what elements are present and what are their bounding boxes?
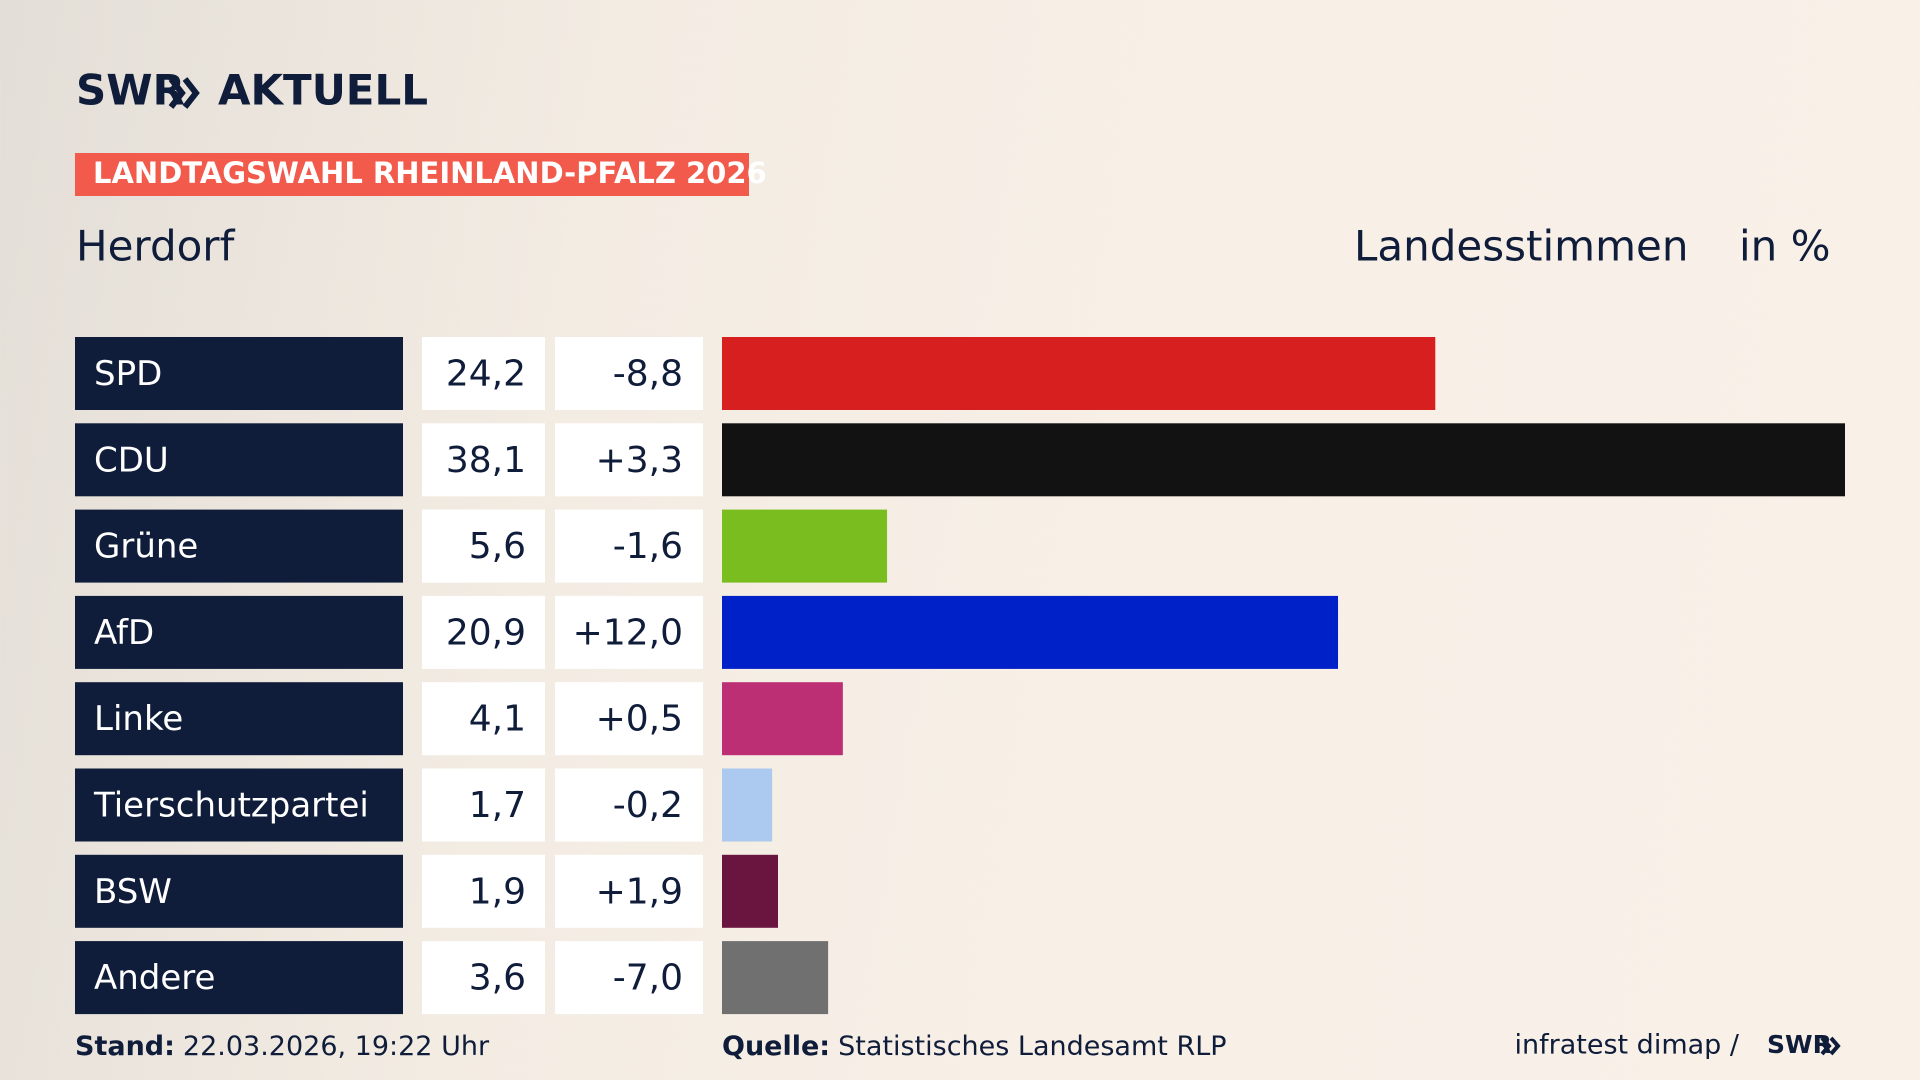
- credit: infratest dimap /: [1514, 1030, 1739, 1061]
- value-label: 20,9: [446, 612, 526, 653]
- change-label: +0,5: [596, 699, 683, 740]
- change-cell: [555, 595, 703, 669]
- value-label: 1,7: [469, 785, 526, 826]
- bar: [722, 768, 773, 842]
- value-label: 5,6: [469, 526, 526, 567]
- value-cell: [422, 595, 545, 669]
- subtitle: Landesstimmen: [1354, 222, 1688, 271]
- badge: LANDTAGSWAHL RHEINLAND-PFALZ 2026: [93, 156, 767, 190]
- party-box: [75, 682, 403, 756]
- party-box: [75, 509, 403, 583]
- value-label: 4,1: [469, 699, 526, 740]
- change-label: +3,3: [596, 440, 683, 481]
- value-label: 3,6: [469, 958, 526, 999]
- stand-value: 22.03.2026, 19:22 Uhr: [183, 1031, 490, 1062]
- unit: in %: [1739, 222, 1831, 271]
- party-name: SPD: [94, 354, 162, 394]
- value-cell: [422, 941, 545, 1015]
- bar: [722, 682, 843, 756]
- party-name: Linke: [94, 699, 183, 739]
- change-cell: [555, 509, 703, 583]
- source-value: Statistisches Landesamt RLP: [838, 1031, 1226, 1062]
- value-cell: [422, 768, 545, 842]
- party-name: AfD: [94, 613, 154, 653]
- bar: [722, 595, 1339, 669]
- credit-chevrons: [1820, 1036, 1841, 1056]
- party-box: [75, 423, 403, 497]
- change-cell: [555, 768, 703, 842]
- party-name: Grüne: [94, 527, 198, 567]
- value-label: 24,2: [446, 354, 526, 395]
- product: AKTUELL: [218, 66, 428, 115]
- change-cell: [555, 941, 703, 1015]
- bar: [722, 509, 888, 583]
- badge-bg: [75, 153, 749, 196]
- source-label: Quelle:: [722, 1031, 830, 1062]
- party-name: Andere: [94, 958, 215, 998]
- brand-chevrons: [168, 77, 200, 109]
- change-label: +12,0: [573, 612, 683, 653]
- value-cell: [422, 509, 545, 583]
- source: Quelle: Statistisches Landesamt RLP: [722, 1031, 1227, 1062]
- party-box: [75, 854, 403, 928]
- party-name: CDU: [94, 440, 169, 480]
- value-cell: [422, 337, 545, 410]
- change-label: -1,6: [613, 526, 683, 567]
- value-cell: [422, 682, 545, 756]
- change-cell: [555, 682, 703, 756]
- value-cell: [422, 423, 545, 497]
- party-box: [75, 768, 403, 842]
- party-box: [75, 941, 403, 1015]
- bar: [722, 423, 1845, 497]
- change-label: +1,9: [596, 871, 683, 912]
- value-label: 38,1: [446, 440, 526, 481]
- party-name: BSW: [94, 872, 172, 912]
- stand: Stand: 22.03.2026, 19:22 Uhr: [75, 1031, 490, 1062]
- change-label: -7,0: [613, 958, 683, 999]
- change-cell: [555, 854, 703, 928]
- credit-brand: SWR: [1767, 1030, 1832, 1059]
- party-box: [75, 337, 403, 410]
- party-box: [75, 595, 403, 669]
- stand-label: Stand:: [75, 1031, 175, 1062]
- party-name: Tierschutzpartei: [93, 786, 369, 826]
- brand: SWR: [76, 66, 185, 115]
- value-label: 1,9: [469, 871, 526, 912]
- change-label: -0,2: [613, 785, 683, 826]
- bar: [722, 337, 1436, 410]
- change-cell: [555, 423, 703, 497]
- chart-title: Herdorf: [76, 222, 236, 271]
- change-label: -8,8: [613, 354, 683, 395]
- change-cell: [555, 337, 703, 410]
- value-cell: [422, 854, 545, 928]
- bar: [722, 941, 829, 1015]
- bar: [722, 854, 779, 928]
